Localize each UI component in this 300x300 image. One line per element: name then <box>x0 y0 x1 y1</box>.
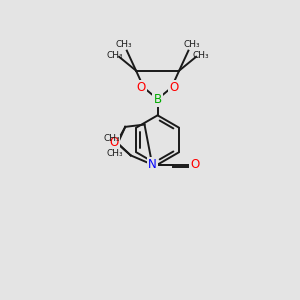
Text: CH₃: CH₃ <box>104 134 121 143</box>
Text: O: O <box>169 81 178 94</box>
Text: O: O <box>109 136 118 149</box>
Text: CH₃: CH₃ <box>106 51 123 60</box>
Text: O: O <box>137 81 146 94</box>
Text: O: O <box>190 158 199 171</box>
Text: CH₃: CH₃ <box>192 51 209 60</box>
Text: N: N <box>148 158 157 171</box>
Text: CH₃: CH₃ <box>183 40 200 49</box>
Text: B: B <box>154 93 162 106</box>
Text: CH₃: CH₃ <box>107 148 124 158</box>
Text: CH₃: CH₃ <box>116 40 132 49</box>
